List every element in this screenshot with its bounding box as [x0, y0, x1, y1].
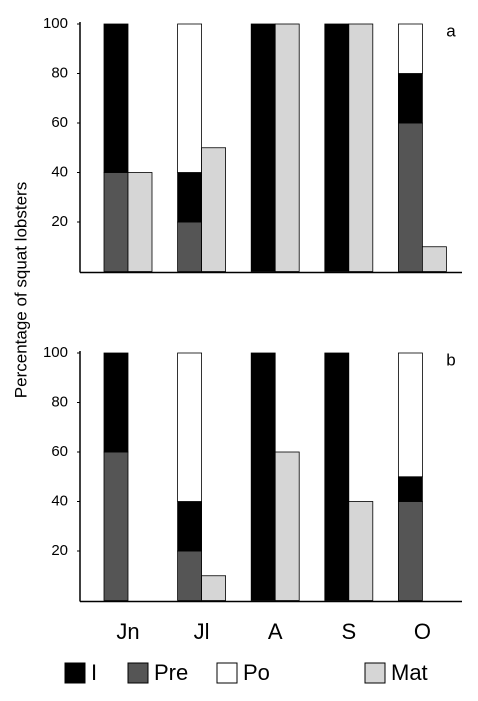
legend-swatch: [216, 662, 238, 684]
x-tick-label: S: [341, 619, 356, 644]
x-tick-label: O: [414, 619, 431, 644]
bar-segment: [103, 451, 129, 601]
legend-label: Mat: [391, 660, 428, 685]
bar: [201, 575, 227, 601]
bar-segment: [103, 172, 129, 272]
bar-segment: [177, 221, 203, 272]
bar-segment: [397, 122, 423, 272]
legend-label: I: [91, 660, 97, 685]
x-tick-label: Jn: [116, 619, 139, 644]
legend-label: Pre: [154, 660, 188, 685]
bar: [348, 501, 374, 601]
bar: [421, 246, 447, 272]
y-axis-label: Percentage of squat lobsters: [11, 182, 30, 398]
bar-segment: [250, 352, 276, 601]
y-tick-label: 80: [51, 64, 68, 81]
y-tick-label: 20: [51, 542, 68, 559]
bar-segment: [250, 23, 276, 272]
bar-segment: [177, 501, 203, 552]
bar: [348, 23, 374, 272]
legend-label: Po: [243, 660, 270, 685]
y-tick-label: 60: [51, 443, 68, 460]
bar-segment: [177, 352, 203, 502]
bar-segment: [397, 73, 423, 124]
legend-swatch: [127, 662, 149, 684]
x-tick-label: Jl: [194, 619, 210, 644]
panel-label: b: [446, 350, 455, 369]
y-tick-label: 40: [51, 163, 68, 180]
panel-label: a: [446, 21, 456, 40]
bar-segment: [103, 23, 129, 173]
bar-segment: [103, 352, 129, 453]
y-tick-label: 40: [51, 492, 68, 509]
legend-swatch: [364, 662, 386, 684]
bar-segment: [177, 23, 203, 173]
bar-segment: [397, 476, 423, 502]
bar-segment: [177, 172, 203, 223]
y-tick-label: 100: [43, 15, 68, 32]
bar-segment: [324, 23, 350, 272]
y-tick-label: 60: [51, 114, 68, 131]
bar-segment: [397, 352, 423, 478]
bar: [274, 23, 300, 272]
bar-segment: [177, 550, 203, 601]
y-tick-label: 20: [51, 213, 68, 230]
bar: [274, 451, 300, 601]
bar: [201, 147, 227, 272]
y-tick-label: 80: [51, 393, 68, 410]
bar: [127, 172, 153, 272]
bar-segment: [397, 23, 423, 74]
legend-swatch: [64, 662, 86, 684]
bar-segment: [324, 352, 350, 601]
y-tick-label: 100: [43, 344, 68, 361]
x-tick-label: A: [268, 619, 283, 644]
bar-segment: [397, 501, 423, 601]
